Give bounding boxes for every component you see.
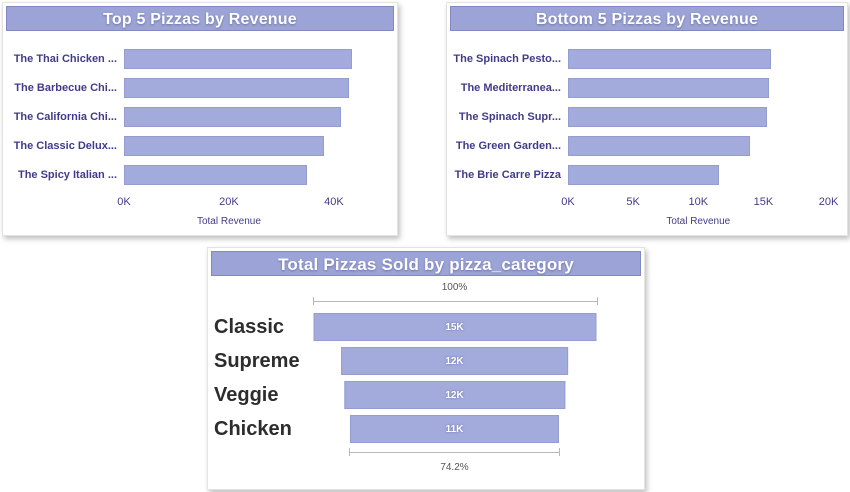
funnel-bar-value-label: 15K (445, 321, 464, 333)
revenue-bar[interactable] (568, 164, 720, 185)
top5-chart-title: Top 5 Pizzas by Revenue (6, 6, 394, 31)
category-label: The Spinach Pesto... (453, 52, 561, 65)
funnel-category-label: Classic (214, 315, 285, 338)
revenue-bar[interactable] (124, 135, 325, 156)
funnel-row: Classic 15K (208, 310, 644, 344)
bar-row: The Mediterranea... (447, 73, 847, 102)
revenue-bar[interactable] (124, 106, 342, 127)
bar-track (124, 135, 389, 156)
x-axis: 0K 20K 40K (3, 196, 397, 209)
category-label: The Mediterranea... (460, 81, 561, 94)
funnel-row: Veggie 12K (208, 378, 644, 412)
bar-row: The California Chi... (3, 102, 397, 131)
funnel-bar-value-label: 12K (445, 389, 464, 401)
x-axis-title-row: Total Revenue (447, 216, 847, 229)
conversion-ruler (348, 448, 561, 456)
x-axis-tick-label: 0K (561, 196, 575, 208)
funnel-chart: 100% Classic 15K Supreme 12K Veggie 12K Chicken… (208, 276, 644, 475)
x-axis-tick-label: 40K (324, 196, 344, 208)
bar-row: The Classic Delux... (3, 131, 397, 160)
conversion-bottom-label: 74.2% (440, 462, 469, 473)
top5-revenue-card: Top 5 Pizzas by Revenue The Thai Chicken… (2, 2, 398, 236)
bar-row: The Thai Chicken ... (3, 44, 397, 73)
x-axis-title: Total Revenue (196, 216, 261, 227)
funnel-chart-title: Total Pizzas Sold by pizza_category (211, 251, 641, 276)
category-label: The Brie Carre Pizza (454, 168, 561, 181)
revenue-bar[interactable] (124, 48, 352, 69)
bar-track (568, 164, 839, 185)
bar-track (124, 164, 389, 185)
pizzas-sold-funnel-card: Total Pizzas Sold by pizza_category 100%… (207, 247, 645, 490)
funnel-category-label: Veggie (214, 383, 279, 406)
x-axis-tick-label: 20K (219, 196, 239, 208)
category-label: The Green Garden... (455, 139, 561, 152)
funnel-row: Chicken 11K (208, 412, 644, 446)
revenue-bar[interactable] (568, 77, 769, 98)
funnel-bar-value-label: 12K (445, 355, 464, 367)
funnel-bar[interactable]: 12K (343, 381, 566, 409)
x-axis-title-row: Total Revenue (3, 216, 397, 229)
conversion-top-label: 100% (441, 282, 468, 293)
bar-row: The Green Garden... (447, 131, 847, 160)
revenue-bar[interactable] (568, 106, 768, 127)
x-axis-tick-label: 0K (117, 196, 131, 208)
revenue-bar[interactable] (124, 77, 349, 98)
category-label: The Thai Chicken ... (13, 52, 117, 65)
funnel-category-label: Chicken (214, 417, 292, 440)
funnel-bar[interactable]: 15K (313, 313, 596, 341)
bar-track (124, 48, 389, 69)
bottom5-bar-chart: The Spinach Pesto... The Mediterranea... T… (447, 44, 847, 229)
bar-track (124, 106, 389, 127)
category-label: The Spicy Italian ... (17, 168, 117, 181)
x-axis-tick-label: 20K (818, 196, 839, 208)
funnel-row: Supreme 12K (208, 344, 644, 378)
bar-track (568, 48, 839, 69)
bar-row: The Barbecue Chi... (3, 73, 397, 102)
category-label: The Barbecue Chi... (14, 81, 117, 94)
x-axis-tick-label: 10K (688, 196, 709, 208)
bottom5-revenue-card: Bottom 5 Pizzas by Revenue The Spinach P… (446, 2, 848, 236)
top5-bar-chart: The Thai Chicken ... The Barbecue Chi... T… (3, 44, 397, 229)
conversion-ruler (313, 297, 598, 305)
funnel-category-label: Supreme (214, 349, 300, 372)
bottom5-chart-title: Bottom 5 Pizzas by Revenue (450, 6, 844, 31)
category-label: The Classic Delux... (13, 139, 117, 152)
funnel-bar[interactable]: 12K (340, 347, 569, 375)
revenue-bar[interactable] (124, 164, 307, 185)
bar-row: The Brie Carre Pizza (447, 160, 847, 189)
funnel-bar-value-label: 11K (445, 423, 464, 435)
bar-track (124, 77, 389, 98)
revenue-bar[interactable] (568, 48, 772, 69)
bar-track (568, 77, 839, 98)
bar-row: The Spicy Italian ... (3, 160, 397, 189)
x-axis-tick-label: 5K (626, 196, 640, 208)
category-label: The California Chi... (13, 110, 117, 123)
category-label: The Spinach Supr... (458, 110, 561, 123)
revenue-bar[interactable] (568, 135, 751, 156)
x-axis-tick-label: 15K (753, 196, 774, 208)
funnel-bar[interactable]: 11K (349, 415, 560, 443)
x-axis: 0K 5K 10K 15K 20K (447, 196, 847, 209)
bar-row: The Spinach Supr... (447, 102, 847, 131)
x-axis-title: Total Revenue (666, 216, 731, 227)
bar-track (568, 106, 839, 127)
bar-row: The Spinach Pesto... (447, 44, 847, 73)
bar-track (568, 135, 839, 156)
